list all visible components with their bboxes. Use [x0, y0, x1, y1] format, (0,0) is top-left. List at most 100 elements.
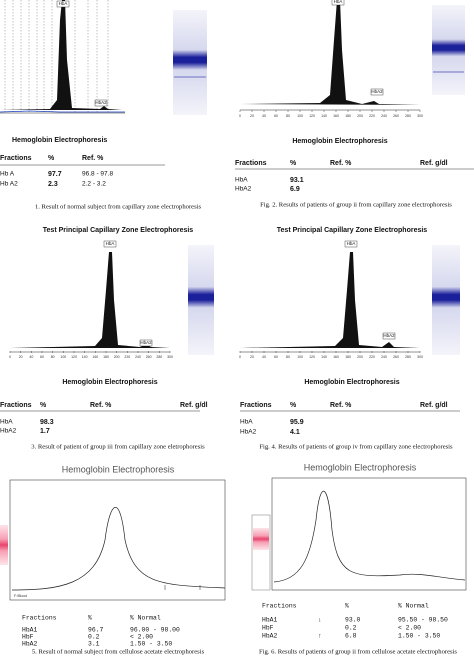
peak-label-box [56, 0, 70, 8]
table-cell: HbA2 [262, 633, 278, 640]
peak-label-box [103, 240, 117, 248]
axis-tick-label: 160 [333, 114, 339, 118]
axis-tick-label: 240 [135, 355, 141, 359]
axis-tick-label: 40 [262, 355, 266, 359]
panel-2-plot [240, 0, 465, 111]
panel-heading: Test Principal Capillary Zone Electropho… [277, 227, 428, 234]
axis-tick-label: 60 [274, 355, 278, 359]
table-cell: ↓ [318, 617, 322, 624]
axis-tick-label: 200 [357, 355, 363, 359]
table-header: % Normal [130, 615, 161, 622]
table-cell: 96.7 [88, 627, 104, 634]
axis-tick-label: 140 [321, 355, 327, 359]
table-header: Fractions [22, 615, 57, 622]
table-cell: 96.00 - 98.00 [130, 627, 180, 634]
peak-label: HbA2 [140, 340, 152, 345]
axis-tick-label: 260 [146, 355, 152, 359]
axis-tick-label: 220 [369, 114, 375, 118]
table-cell: 3.1 [88, 641, 100, 648]
panel-title: Hemoglobin Electrophoresis [304, 379, 399, 386]
peak-label: HbA [59, 1, 68, 6]
peak-label-box [331, 0, 345, 6]
table-header: Ref. % [90, 402, 112, 409]
table-cell: 93.0 [345, 617, 361, 624]
panel-4-plot [240, 245, 460, 355]
table-cell: Hb A [0, 171, 15, 178]
panel-title: Hemoglobin Electrophoresis [62, 464, 175, 474]
axis-tick-label: 140 [82, 355, 88, 359]
panel-title: Hemoglobin Electrophoresis [12, 137, 107, 144]
table-cell: 93.1 [290, 177, 304, 184]
table-cell: 96.8 - 97.8 [82, 171, 113, 178]
peak-label: HbA [106, 241, 115, 246]
axis-tick-label: 180 [103, 355, 109, 359]
axis-tick-label: 260 [393, 355, 399, 359]
peak-label: HbA [347, 241, 356, 246]
axis-tick-label: 220 [124, 355, 130, 359]
table-cell: HbA1 [262, 617, 278, 624]
figure-caption: 3. Result of patient of group iii from c… [31, 444, 205, 451]
axis-tick-label: 0 [239, 114, 241, 118]
axis-tick-label: 280 [405, 114, 411, 118]
plot-label: F:\Blood [14, 594, 27, 598]
axis-tick-label: 300 [417, 114, 423, 118]
axis-tick-label: 220 [369, 355, 375, 359]
table-header: Ref. % [330, 160, 352, 167]
axis-tick-label: 80 [286, 114, 290, 118]
table-cell: 2.3 [48, 181, 58, 188]
table-cell: HbA [235, 177, 248, 184]
figure-caption: Fig. 6. Results of patients of group ii … [259, 649, 457, 656]
axis-tick-label: 160 [333, 355, 339, 359]
axis-tick-label: 120 [71, 355, 77, 359]
table-cell: 6.9 [290, 186, 300, 193]
panel-title: Hemoglobin Electrophoresis [304, 462, 417, 472]
axis-tick-label: 300 [417, 355, 423, 359]
panel-title: Hemoglobin Electrophoresis [62, 379, 157, 386]
axis-tick-label: 20 [250, 355, 254, 359]
panel-title: Hemoglobin Electrophoresis [292, 138, 387, 145]
table-cell: 1.50 - 3.50 [398, 633, 440, 640]
axis-tick-label: 100 [60, 355, 66, 359]
axis-tick-label: 80 [286, 355, 290, 359]
peak-label-box [94, 99, 108, 107]
axis-tick-label: 260 [393, 114, 399, 118]
table-header: % [48, 155, 55, 162]
table-cell: 0.2 [345, 625, 357, 632]
table-header: Ref. g/dl [420, 160, 448, 167]
peak-label-box [139, 339, 153, 347]
axis-tick-label: 40 [262, 114, 266, 118]
axis-tick-label: 120 [309, 355, 315, 359]
axis-tick-label: 20 [250, 114, 254, 118]
table-cell: 2.2 - 3.2 [82, 181, 106, 188]
table-header: % [88, 615, 92, 622]
table-header: Fractions [262, 603, 297, 610]
table-cell: ↑ [318, 633, 322, 640]
table-cell: 95.9 [290, 419, 304, 426]
axis-tick-label: 200 [114, 355, 120, 359]
peak-label: HbA2 [383, 333, 395, 338]
axis-tick-label: 180 [345, 355, 351, 359]
table-cell: HbA2 [235, 186, 252, 193]
table-header: % [40, 402, 47, 409]
peak-label-box [382, 332, 396, 340]
peak-label: HbA [334, 0, 343, 4]
panel-5-plot [0, 479, 226, 601]
table-cell: 0.2 [88, 634, 100, 641]
table-header: % [290, 160, 297, 167]
table-header: Fractions [0, 155, 32, 162]
panel-6-plot [251, 477, 467, 591]
axis-tick-label: 240 [381, 114, 387, 118]
figure-caption: 1. Result of normal subject from capilla… [35, 204, 202, 211]
peak-label-box [344, 240, 358, 248]
panel-3-plot [10, 245, 214, 355]
axis-tick-label: 100 [297, 114, 303, 118]
table-cell: < 2.00 [130, 634, 153, 641]
table-cell: Hb A2 [0, 181, 18, 188]
figure-caption: 5. Result of normal subject from cellulo… [32, 649, 205, 656]
table-header: % [290, 402, 297, 409]
axis-tick-label: 0 [9, 355, 11, 359]
table-header: Ref. % [330, 402, 352, 409]
table-cell: HbA2 [22, 641, 38, 648]
axis-tick-label: 60 [274, 114, 278, 118]
axis-tick-label: 200 [357, 114, 363, 118]
